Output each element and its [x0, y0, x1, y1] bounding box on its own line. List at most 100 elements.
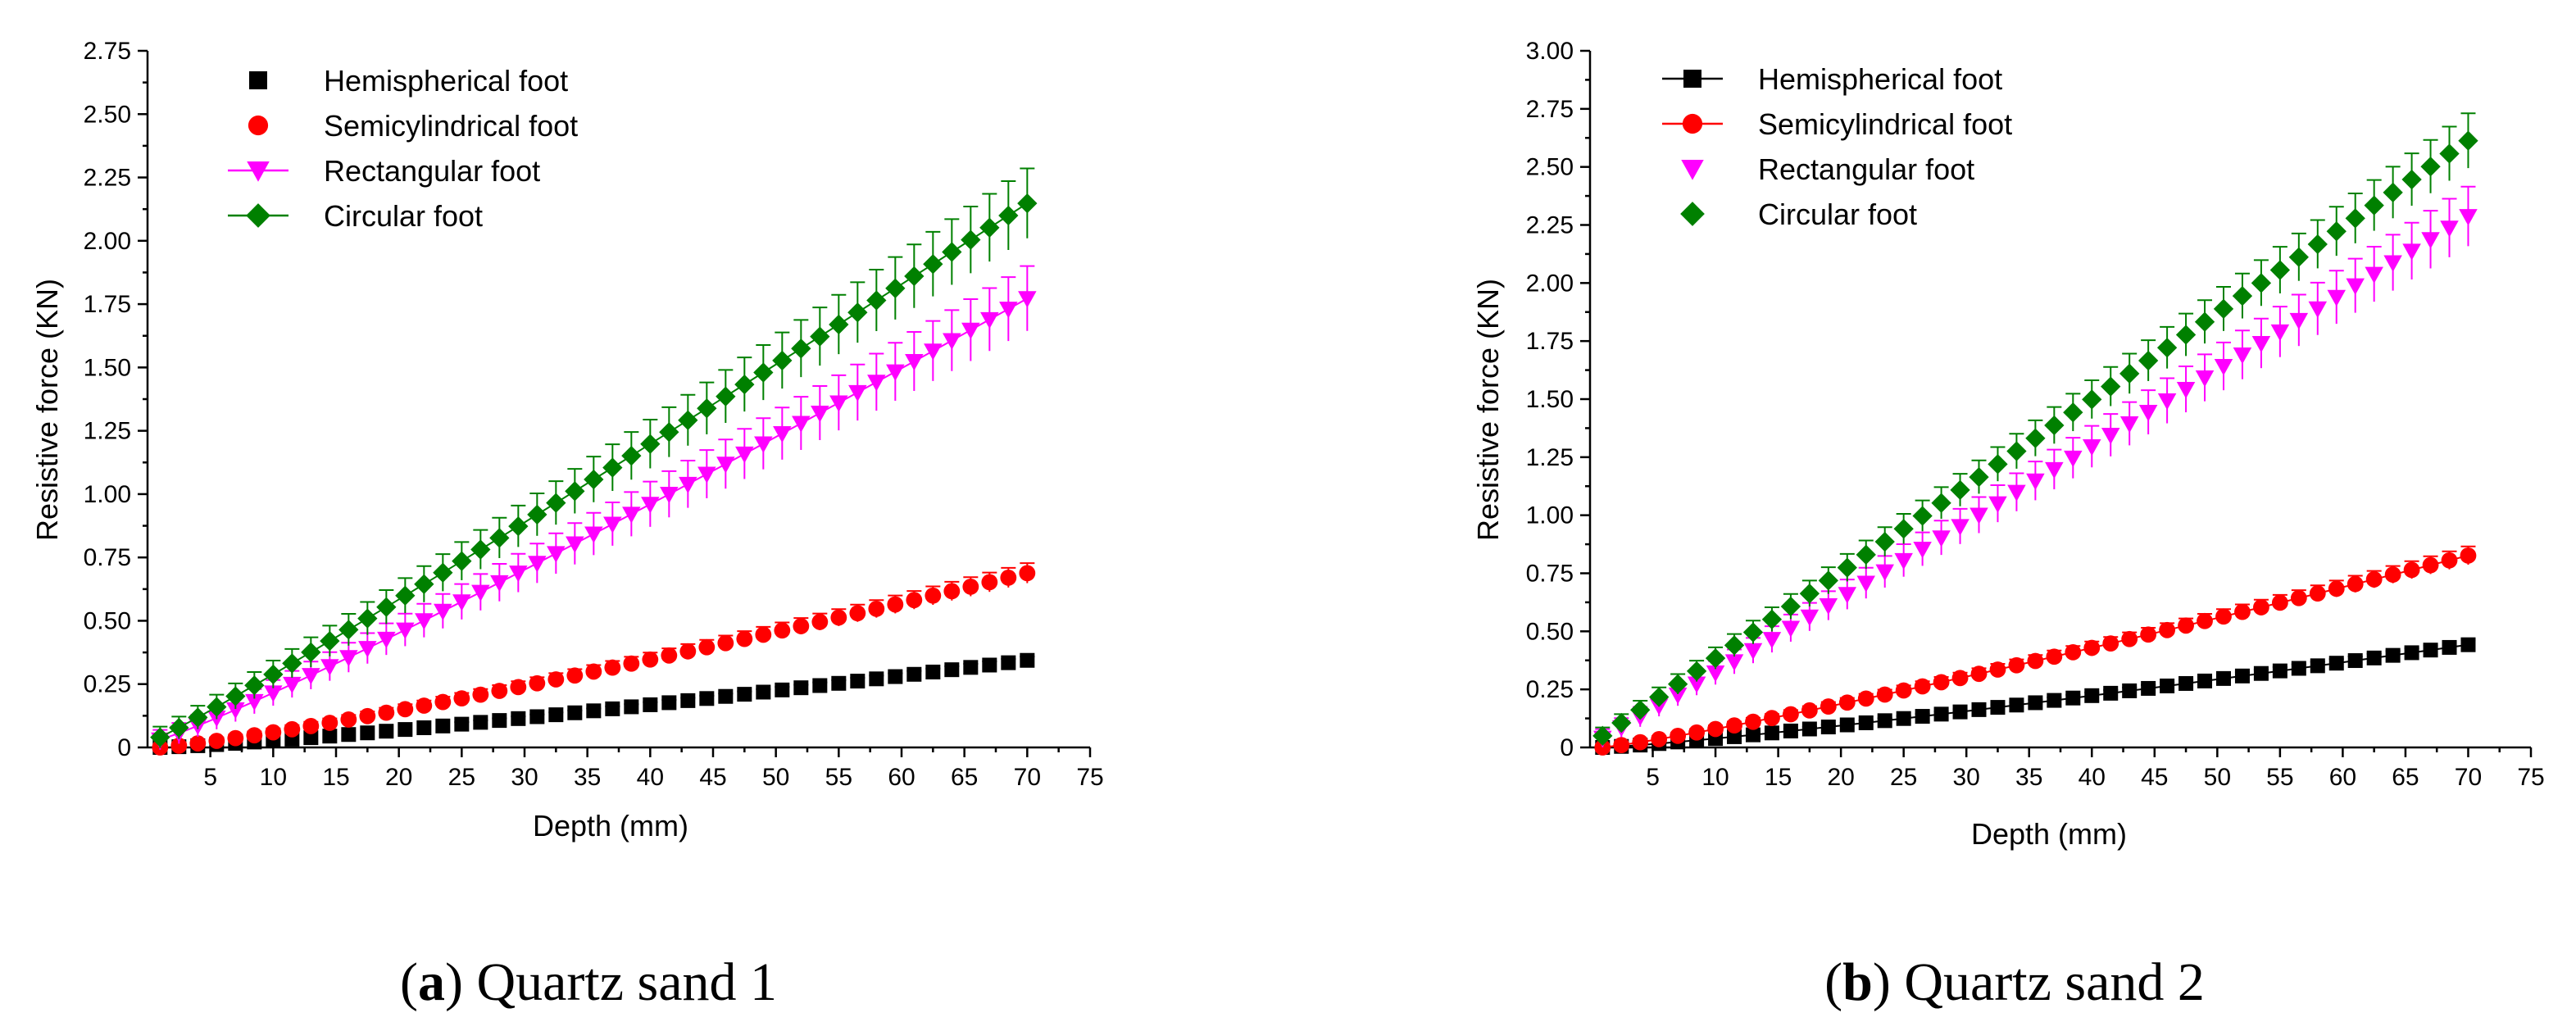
data-point-b-2 [1687, 676, 1706, 693]
data-point-b-1 [2403, 561, 2420, 579]
data-point-b-2 [1762, 632, 1782, 649]
data-point-b-1 [1632, 734, 1649, 751]
series-b-1 [1594, 545, 2477, 756]
legend-label-b-3: Circular foot [1758, 198, 1917, 231]
data-point-a-1 [887, 596, 904, 613]
data-point-b-0 [2160, 678, 2175, 693]
y-tick-label-a: 2.00 [84, 228, 131, 255]
caption-text-b: Quartz sand 2 [1904, 952, 2205, 1012]
legend-label-a-0: Hemispherical foot [324, 64, 568, 98]
data-point-a-3 [565, 481, 585, 502]
x-tick-label-b: 40 [2079, 764, 2106, 791]
x-tick-label-a: 50 [762, 764, 789, 791]
y-tick-label-b: 0 [1560, 734, 1574, 761]
data-point-a-3 [829, 314, 849, 335]
data-point-b-3 [2420, 157, 2441, 177]
x-tick-label-a: 30 [511, 764, 538, 791]
data-point-b-3 [2025, 428, 2046, 448]
data-point-a-3 [546, 493, 566, 513]
data-point-b-0 [1877, 713, 1892, 729]
data-point-b-1 [2140, 626, 2157, 643]
data-point-b-3 [2006, 441, 2027, 461]
data-point-b-0 [1915, 709, 1930, 724]
x-tick-label-b: 5 [1646, 764, 1660, 791]
data-point-b-3 [1969, 466, 1989, 488]
data-point-b-2 [2176, 382, 2196, 399]
data-point-a-3 [527, 504, 547, 525]
data-point-a-0 [454, 716, 470, 732]
x-tick-label-a: 10 [260, 764, 287, 791]
data-point-a-0 [586, 703, 602, 719]
data-point-a-3 [942, 242, 962, 262]
data-point-b-3 [1893, 519, 1914, 539]
data-point-a-0 [888, 669, 903, 684]
data-point-b-1 [2121, 630, 2138, 647]
y-tick-label-b: 1.50 [1526, 386, 1574, 413]
data-point-a-2 [264, 685, 283, 702]
data-point-b-3 [2439, 143, 2460, 164]
series-b-2 [1593, 185, 2478, 747]
y-tick-label-b: 1.75 [1526, 328, 1574, 355]
data-point-a-2 [811, 406, 829, 423]
data-point-a-1 [793, 618, 810, 634]
data-point-b-3 [1761, 609, 1783, 629]
data-point-b-3 [1724, 635, 1745, 656]
data-point-a-1 [472, 686, 489, 703]
data-point-a-3 [244, 675, 265, 696]
data-point-b-3 [1611, 712, 1632, 734]
data-point-a-3 [207, 697, 227, 717]
x-tick-label-a: 45 [699, 764, 726, 791]
data-point-a-3 [904, 266, 925, 287]
data-point-a-2 [924, 343, 943, 361]
data-point-b-3 [1649, 687, 1670, 707]
legend-label-b-1: Semicylindrical foot [1758, 107, 2012, 141]
data-point-a-3 [414, 574, 434, 594]
data-point-b-2 [2251, 335, 2271, 353]
data-point-a-3 [697, 398, 717, 419]
data-point-a-3 [508, 516, 529, 537]
data-point-a-2 [773, 426, 792, 443]
data-point-b-3 [1837, 557, 1857, 578]
data-point-b-1 [1876, 686, 1893, 703]
data-point-a-3 [734, 374, 755, 395]
data-point-b-3 [1912, 506, 1933, 526]
data-point-a-1 [830, 609, 847, 626]
data-point-b-3 [2364, 195, 2384, 216]
x-tick-label-a: 25 [448, 764, 475, 791]
data-point-b-2 [2308, 301, 2328, 319]
data-point-a-0 [661, 695, 677, 711]
data-point-b-1 [2178, 617, 2194, 634]
data-point-a-1 [359, 707, 376, 724]
y-tick-label-a: 2.50 [84, 101, 131, 128]
data-point-a-2 [452, 594, 471, 611]
data-point-a-1 [774, 622, 791, 639]
data-point-a-1 [547, 671, 565, 688]
data-point-b-1 [2253, 599, 2269, 615]
caption-letter-b: b [1842, 952, 1873, 1012]
y-tick-label-a: 0.25 [84, 671, 131, 698]
data-point-a-1 [566, 667, 584, 684]
data-point-b-0 [1783, 723, 1798, 738]
data-point-b-2 [2440, 220, 2459, 238]
chart-panel-b: 5 10 15 20 25 30 35 40 45 50 55 60 65 70 75 0 0.25 0.50 0.… [1471, 38, 2545, 1012]
data-point-b-2 [1875, 564, 1894, 581]
y-tick-label-a: 1.75 [84, 291, 131, 318]
x-tick-label-a: 65 [951, 764, 978, 791]
data-point-a-1 [434, 693, 452, 711]
data-point-a-2 [603, 516, 622, 534]
data-point-b-0 [2460, 637, 2476, 652]
data-point-b-3 [2082, 389, 2102, 410]
legend-marker-b-3 [1680, 202, 1705, 226]
x-tick-label-b: 75 [2517, 764, 2544, 791]
data-point-a-2 [679, 476, 697, 494]
data-point-b-1 [2159, 621, 2176, 638]
data-point-a-3 [263, 664, 284, 685]
data-point-a-1 [1000, 569, 1017, 586]
data-point-b-3 [2063, 402, 2083, 423]
data-point-a-2 [961, 322, 980, 339]
data-point-a-0 [680, 693, 696, 708]
data-point-b-1 [1745, 713, 1761, 730]
data-point-a-0 [831, 675, 847, 691]
data-point-b-3 [1874, 531, 1895, 552]
data-point-b-0 [2253, 665, 2269, 681]
